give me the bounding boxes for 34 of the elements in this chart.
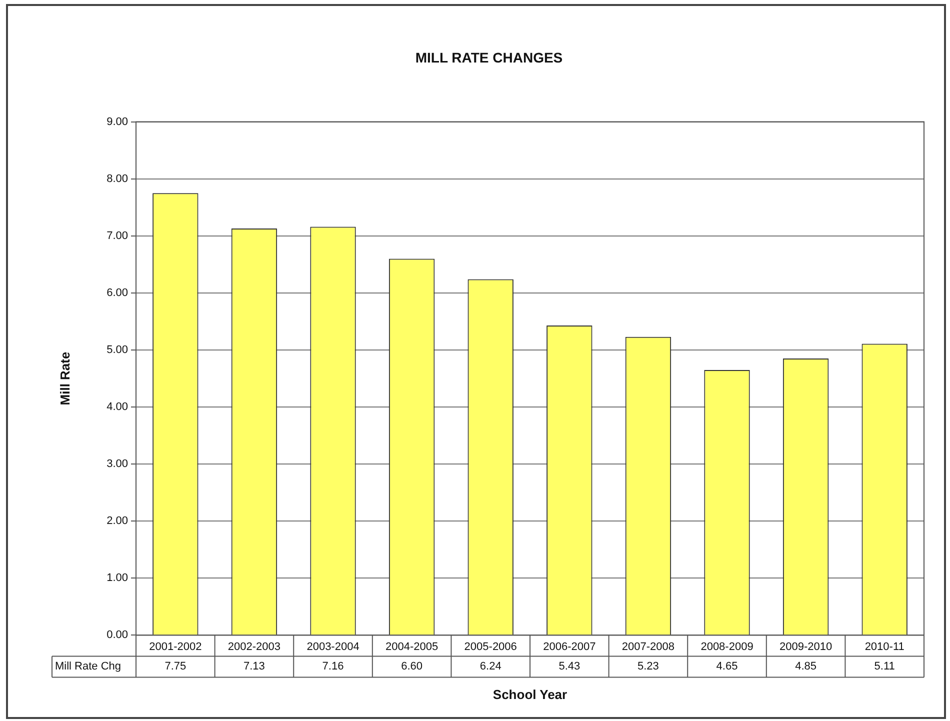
x-tick-label: 2009-2010 (779, 640, 832, 653)
y-tick-label: 7.00 (106, 230, 128, 242)
data-label: 7.16 (322, 660, 344, 673)
y-tick-label: 4.00 (106, 401, 128, 414)
x-tick-label: 2002-2003 (228, 640, 281, 653)
y-axis-title: Mill Rate (57, 352, 72, 406)
y-tick-label: 6.00 (106, 286, 128, 299)
y-tick-label: 9.00 (106, 116, 128, 128)
y-tick-label: 0.00 (106, 629, 128, 642)
data-label: 6.24 (480, 660, 502, 673)
y-tick-label: 1.00 (106, 572, 128, 584)
x-tick-label: 2008-2009 (700, 640, 754, 653)
data-label: 5.11 (874, 660, 895, 673)
text: Mill Rate Chg (55, 660, 122, 673)
y-tick-label: 3.00 (106, 458, 128, 470)
data-label: 4.65 (716, 660, 738, 673)
x-tick-label: 2004-2005 (386, 640, 438, 653)
data-label: 5.23 (637, 660, 659, 673)
y-tick-label: 8.00 (106, 172, 128, 185)
data-label: 6.60 (401, 660, 423, 673)
x-tick-label: 2010-11 (864, 640, 904, 653)
data-label: 7.75 (164, 660, 186, 673)
y-tick-label: 2.00 (106, 515, 128, 528)
x-axis-title: School Year (492, 686, 568, 702)
x-tick-label: 2007-2008 (622, 640, 675, 653)
y-tick-label: 5.00 (106, 344, 128, 356)
chart-title: MILL RATE CHANGES (415, 49, 563, 66)
data-label: 7.13 (243, 660, 265, 673)
x-tick-label: 2003-2004 (306, 640, 360, 653)
data-label: 5.43 (558, 660, 580, 673)
x-tick-label: 2001-2002 (149, 640, 202, 653)
x-tick-label: 2005-2006 (464, 640, 517, 653)
data-label: 4.85 (795, 660, 817, 673)
x-tick-label: 2006-2007 (543, 640, 596, 653)
